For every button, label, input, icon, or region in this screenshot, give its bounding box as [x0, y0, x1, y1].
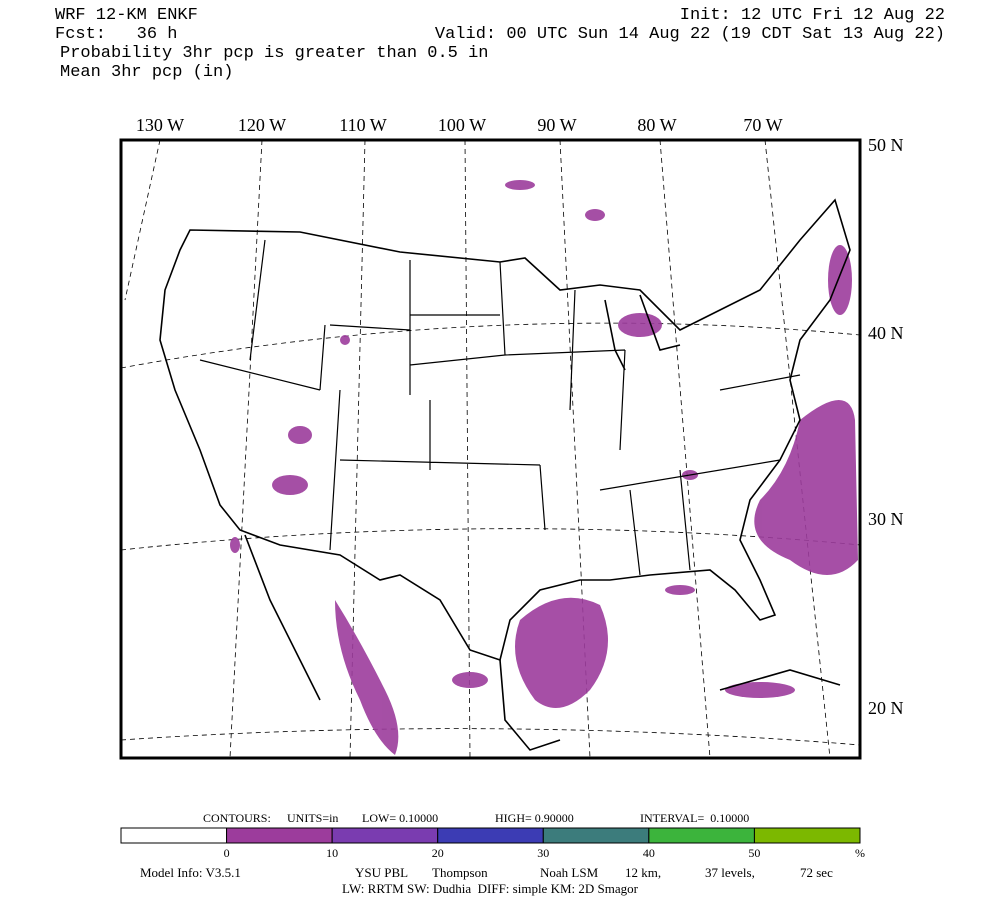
latitude-label: 30 N: [868, 509, 904, 529]
colorbar-label: 20: [432, 846, 444, 860]
colorbar-label: 50: [748, 846, 760, 860]
map-frame: [119, 138, 862, 760]
init-time: Init: 12 UTC Fri 12 Aug 22: [680, 6, 945, 25]
colorbar-segment: [331, 827, 439, 844]
longitude-label: 120 W: [238, 115, 286, 135]
field-label: Probability 3hr pcp is greater than 0.5 …: [60, 44, 488, 63]
model-title: WRF 12-KM ENKF: [55, 6, 198, 25]
forecast-hour: Fcst: 36 h: [55, 25, 177, 44]
latitude-label: 50 N: [868, 135, 904, 155]
field-label: Mean 3hr pcp (in): [60, 63, 233, 82]
colorbar: 0 10 20 30 40 50%: [120, 827, 865, 860]
colorbar-label: 40: [643, 846, 655, 860]
colorbar-segment: [226, 827, 333, 844]
colorbar-label: 30: [537, 846, 549, 860]
contour-low: LOW= 0.10000: [362, 811, 438, 825]
contour-label: CONTOURS:: [203, 811, 271, 825]
latitude-label: 20 N: [868, 698, 904, 718]
colorbar-segment: [753, 827, 861, 844]
lsm: Noah LSM: [540, 865, 599, 880]
model-info: Model Info: V3.5.1: [140, 865, 241, 880]
longitude-label: 130 W: [136, 115, 184, 135]
microphysics: Thompson: [432, 865, 488, 880]
map: 130 W 120 W 110 W 100 W 90 W 80 W 70 W 50 N 40 …: [119, 115, 904, 760]
contour-interval: INTERVAL= 0.10000: [640, 811, 749, 825]
colorbar-label: 0: [224, 846, 230, 860]
colorbar-segment: [542, 827, 650, 844]
colorbar-label: %: [855, 846, 865, 860]
longitude-label: 80 W: [637, 115, 676, 135]
colorbar-label: 10: [326, 846, 338, 860]
colorbar-segment: [437, 827, 544, 844]
valid-time: Valid: 00 UTC Sun 14 Aug 22 (19 CDT Sat …: [435, 25, 945, 44]
levels: 37 levels,: [705, 865, 755, 880]
resolution: 12 km,: [625, 865, 661, 880]
colorbar-segment: [648, 827, 755, 844]
contour-units: UNITS=in: [287, 811, 338, 825]
colorbar-segment: [120, 827, 228, 844]
longitude-label: 70 W: [743, 115, 782, 135]
contour-high: HIGH= 0.90000: [495, 811, 574, 825]
timestep: 72 sec: [800, 865, 833, 880]
longitude-label: 100 W: [438, 115, 486, 135]
contour-info: CONTOURS: UNITS=in LOW= 0.10000 HIGH= 0.…: [203, 811, 749, 825]
longitude-label: 90 W: [537, 115, 576, 135]
state-borders: [199, 239, 801, 576]
pbl: YSU PBL: [355, 865, 408, 880]
longitude-label: 110 W: [339, 115, 387, 135]
physics: LW: RRTM SW: Dudhia DIFF: simple KM: 2D …: [342, 881, 639, 896]
latitude-label: 40 N: [868, 323, 904, 343]
